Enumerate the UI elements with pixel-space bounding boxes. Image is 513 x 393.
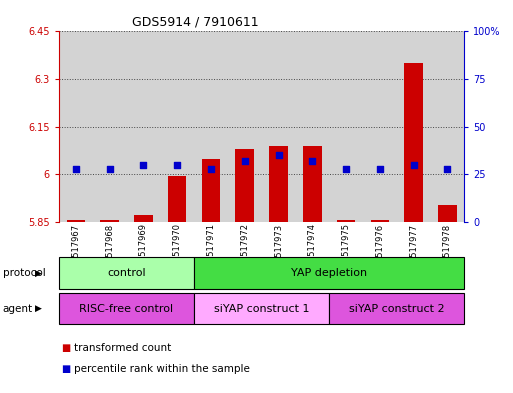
Text: ▶: ▶: [35, 304, 42, 313]
Text: agent: agent: [3, 303, 33, 314]
Bar: [329, 31, 363, 222]
Bar: [202, 158, 220, 222]
Bar: [194, 31, 228, 222]
Point: [308, 158, 317, 164]
Point: [106, 165, 114, 172]
Text: siYAP construct 2: siYAP construct 2: [349, 303, 445, 314]
Bar: [430, 31, 464, 222]
Bar: [93, 31, 127, 222]
Text: GDS5914 / 7910611: GDS5914 / 7910611: [132, 16, 258, 29]
Bar: [67, 220, 85, 222]
Bar: [397, 31, 430, 222]
Bar: [370, 220, 389, 222]
Bar: [127, 31, 160, 222]
Text: ■: ■: [62, 343, 71, 353]
Bar: [337, 220, 356, 222]
Text: control: control: [107, 268, 146, 278]
Point: [274, 152, 283, 158]
Point: [241, 158, 249, 164]
Point: [140, 162, 148, 168]
Text: ■: ■: [62, 364, 71, 375]
Bar: [134, 215, 153, 222]
Bar: [160, 31, 194, 222]
Point: [376, 165, 384, 172]
Point: [443, 165, 451, 172]
Point: [409, 162, 418, 168]
Bar: [269, 146, 288, 222]
Text: transformed count: transformed count: [74, 343, 172, 353]
Text: RISC-free control: RISC-free control: [80, 303, 173, 314]
Bar: [295, 31, 329, 222]
Bar: [404, 63, 423, 222]
Text: YAP depletion: YAP depletion: [291, 268, 367, 278]
Bar: [235, 149, 254, 222]
Point: [72, 165, 80, 172]
Point: [342, 165, 350, 172]
Bar: [168, 176, 187, 222]
Bar: [303, 146, 322, 222]
Text: percentile rank within the sample: percentile rank within the sample: [74, 364, 250, 375]
Text: protocol: protocol: [3, 268, 45, 278]
Text: siYAP construct 1: siYAP construct 1: [214, 303, 309, 314]
Bar: [59, 31, 93, 222]
Bar: [228, 31, 262, 222]
Bar: [262, 31, 295, 222]
Bar: [438, 205, 457, 222]
Bar: [363, 31, 397, 222]
Point: [207, 165, 215, 172]
Text: ▶: ▶: [35, 269, 42, 277]
Point: [173, 162, 181, 168]
Bar: [101, 220, 119, 222]
